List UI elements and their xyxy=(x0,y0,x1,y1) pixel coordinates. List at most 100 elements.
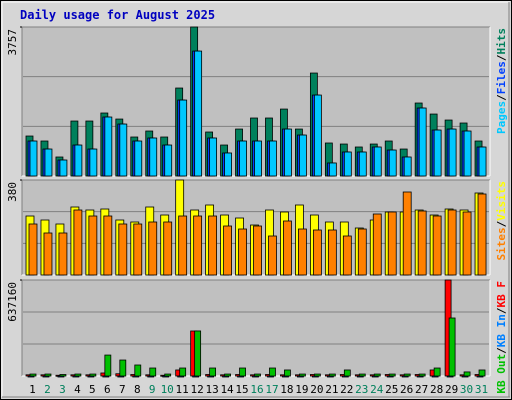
legend-entry: Files xyxy=(495,61,508,94)
bar xyxy=(28,223,38,276)
bar xyxy=(44,373,52,377)
bar xyxy=(194,330,202,377)
bar xyxy=(179,99,188,177)
bar xyxy=(104,354,112,377)
x-tick-label: 15 xyxy=(235,383,248,396)
x-tick-label: 27 xyxy=(415,383,428,396)
bar xyxy=(209,137,218,177)
bar xyxy=(163,221,173,276)
bar xyxy=(119,123,128,177)
chart-title: Daily usage for August 2025 xyxy=(20,8,215,22)
x-tick-label: 14 xyxy=(220,383,234,396)
bar xyxy=(284,128,292,177)
bar xyxy=(253,225,262,276)
bar xyxy=(448,128,457,177)
bar xyxy=(194,50,203,177)
bar xyxy=(403,373,411,377)
bar xyxy=(358,151,367,177)
bar xyxy=(73,209,83,276)
x-tick-label: 30 xyxy=(460,383,473,396)
bar xyxy=(254,373,261,377)
bar xyxy=(59,159,68,177)
bar xyxy=(372,213,382,276)
bar xyxy=(238,228,247,276)
bar xyxy=(134,140,143,177)
x-tick-label: 3 xyxy=(59,383,66,396)
legend-entry: Pages xyxy=(495,101,508,134)
bar xyxy=(269,367,276,377)
bar xyxy=(432,215,442,276)
legend-separator: / xyxy=(495,94,508,101)
bar xyxy=(418,107,427,177)
bar xyxy=(388,373,396,377)
x-tick-label: 16 xyxy=(250,383,263,396)
bar xyxy=(402,191,412,276)
y-tick-label: 380 xyxy=(6,182,19,202)
bar xyxy=(104,116,113,177)
x-tick-label: 9 xyxy=(149,383,156,396)
bar xyxy=(103,215,113,276)
bar xyxy=(299,373,306,377)
bar xyxy=(328,162,337,177)
x-tick-label: 26 xyxy=(400,383,413,396)
bar xyxy=(313,94,322,177)
panel xyxy=(22,280,490,376)
x-tick-label: 6 xyxy=(104,383,111,396)
bar xyxy=(299,134,307,177)
bar xyxy=(448,317,456,377)
x-tick-label: 8 xyxy=(134,383,141,396)
x-tick-label: 29 xyxy=(445,383,458,396)
bar xyxy=(462,211,472,276)
legend-separator: / xyxy=(495,347,508,354)
bar xyxy=(89,148,98,177)
bar xyxy=(343,369,351,377)
bar xyxy=(342,235,352,276)
x-tick-label: 25 xyxy=(385,383,398,396)
bar xyxy=(403,156,412,177)
bar xyxy=(268,235,277,276)
bar xyxy=(373,146,382,177)
bar xyxy=(239,367,246,377)
x-tick-label: 1 xyxy=(29,383,36,396)
legend-entry: Hits xyxy=(495,28,508,55)
legend: Sites/Visits xyxy=(495,181,508,261)
legend: KB Out/KB In/KB F xyxy=(495,281,508,394)
bar xyxy=(149,137,158,177)
bar xyxy=(89,373,97,377)
bar xyxy=(478,146,487,177)
x-tick-label: 20 xyxy=(310,383,323,396)
legend-entry: Visits xyxy=(495,181,508,221)
bar xyxy=(463,130,472,177)
x-tick-label: 21 xyxy=(325,383,338,396)
bar xyxy=(224,373,231,377)
bar xyxy=(478,369,486,377)
x-tick-label: 7 xyxy=(119,383,126,396)
x-tick-label: 18 xyxy=(280,383,293,396)
legend-separator: / xyxy=(495,220,508,227)
bar xyxy=(418,373,426,377)
x-tick-label: 10 xyxy=(161,383,174,396)
bar xyxy=(298,228,307,276)
bar xyxy=(343,151,352,177)
bar xyxy=(74,373,82,377)
bar xyxy=(328,373,336,377)
bar xyxy=(269,140,277,177)
bar xyxy=(208,215,218,276)
bar xyxy=(373,373,381,377)
bar xyxy=(88,215,98,276)
bar xyxy=(358,373,366,377)
bar xyxy=(327,229,337,276)
bar xyxy=(148,221,158,276)
bar xyxy=(357,228,367,276)
bar xyxy=(149,367,157,377)
bar xyxy=(178,215,188,276)
bar xyxy=(254,140,262,177)
bar xyxy=(284,369,291,377)
bar xyxy=(433,129,442,177)
bar xyxy=(447,209,457,276)
x-tick-label: 23 xyxy=(355,383,368,396)
bar xyxy=(313,373,321,377)
y-tick-label: 637160 xyxy=(6,282,19,322)
legend-entry: KB In xyxy=(495,314,508,347)
